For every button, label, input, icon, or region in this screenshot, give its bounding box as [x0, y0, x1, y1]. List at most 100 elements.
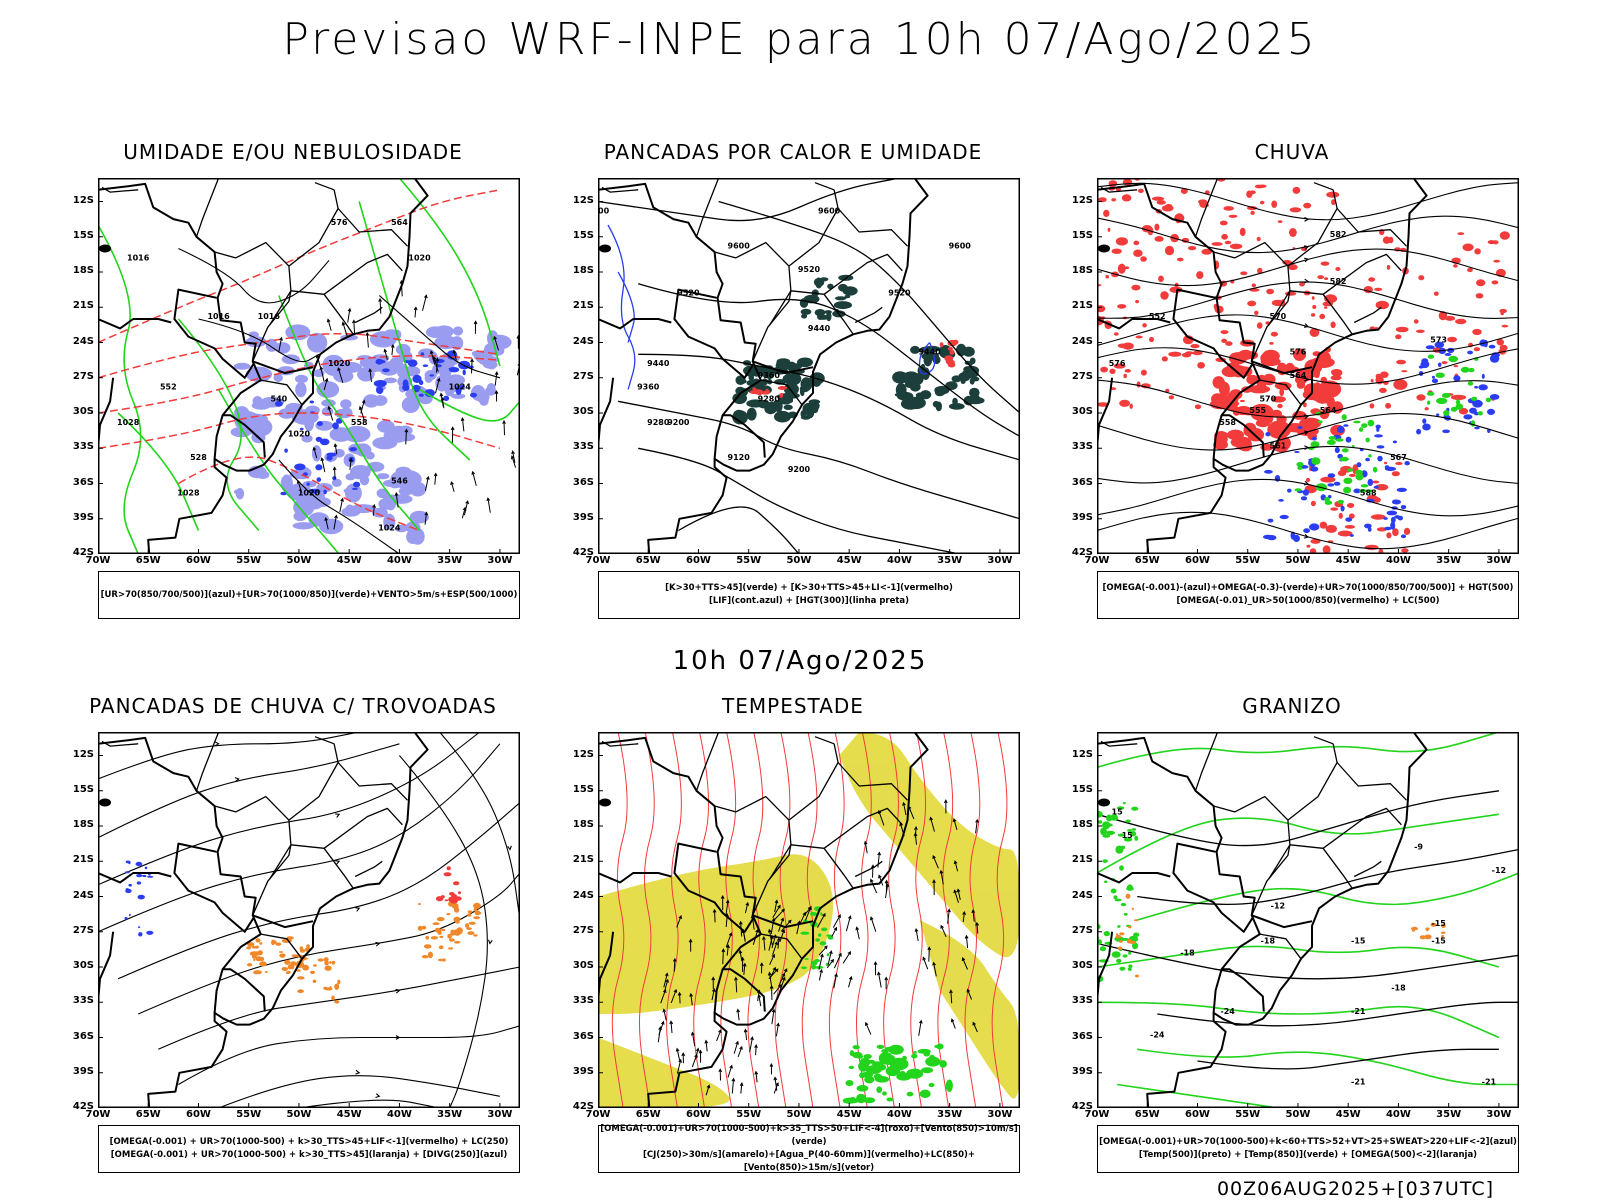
wind-vector [833, 972, 838, 989]
wind-vector [712, 908, 717, 923]
contour-line [98, 332, 501, 379]
wind-vector [736, 1008, 740, 1021]
wind-vector [278, 336, 283, 352]
lat-tick-label: 30S [572, 406, 594, 417]
border-line [713, 969, 724, 1013]
wind-vector [326, 318, 332, 331]
wind-vector [772, 904, 781, 919]
lat-tick-label: 42S [572, 547, 594, 558]
wind-vector [494, 371, 499, 386]
lon-tick-label: 30W [987, 1109, 1013, 1120]
lat-tick-label: 39S [72, 511, 94, 523]
streamline-arrow [355, 1069, 361, 1075]
wind-vector [767, 971, 773, 987]
contour-label: 1016 [207, 312, 230, 321]
wind-vector [721, 948, 726, 965]
wind-vector [725, 899, 730, 916]
border-line [1251, 914, 1313, 929]
contour-line [178, 248, 330, 304]
wind-vector [848, 975, 853, 988]
wind-vector [950, 1018, 956, 1029]
border-line [213, 969, 224, 1013]
contour-label: 9520 [677, 289, 700, 298]
lon-tick-label: 50W [286, 1109, 312, 1120]
border-line [314, 182, 335, 191]
lon-tick-label: 30W [987, 555, 1013, 566]
wind-vector [975, 818, 979, 834]
streamline [98, 732, 481, 886]
panel-pancadas-calor: PANCADAS POR CALOR E UMIDADE 9600 9600 9600… [556, 140, 1030, 620]
legend-line: [UR>70(850/700/500)](azul)+[UR>70(1000/8… [100, 589, 518, 600]
coastline [1146, 178, 1428, 554]
border-line [1336, 208, 1407, 247]
wind-vector [759, 962, 764, 974]
contour-line [666, 732, 682, 1108]
wind-vector [842, 951, 852, 964]
humidity-blue-core [275, 400, 361, 496]
legend-line: [OMEGA(-0.001)+UR>70(1000-500)+k<60+TTS>… [1099, 1137, 1517, 1147]
contour-line [98, 355, 500, 414]
border-line [98, 872, 172, 884]
contour-label: 576 [1290, 347, 1307, 356]
lat-tick-label: 21S [1071, 854, 1093, 866]
lat-tick-label: 30S [1071, 960, 1093, 971]
thickness-red-dashed [98, 189, 501, 532]
forecast-time-label: 10h 07/Ago/2025 [672, 646, 928, 676]
lat-tick-label: 36S [72, 1030, 94, 1042]
wind-vector [771, 1008, 776, 1025]
wind-vector [360, 399, 366, 414]
hgt300-black [598, 178, 1020, 554]
wind-vector [429, 350, 436, 365]
wind-vector [669, 1020, 674, 1034]
wind-vector [799, 911, 806, 925]
lon-tick-label: 60W [1184, 555, 1210, 566]
contour-label: 9360 [758, 371, 781, 380]
contour-line [598, 178, 900, 222]
wind-vector [962, 910, 966, 923]
main-title: Previsao WRF-INPE para 10h 07/Ago/2025 [282, 14, 1318, 65]
border-line [1313, 736, 1334, 745]
contour-line [1097, 813, 1500, 874]
wind-vector [744, 901, 750, 914]
streamline-arrow [1304, 216, 1310, 222]
contour-label: 555 [1249, 406, 1266, 415]
map-frame [98, 732, 520, 1108]
streamline [98, 732, 360, 780]
map-canvas: 15 -18 -15 -12 -9 -15 -18 -21 -24 -21 -18 -12 -21 -24… [1097, 732, 1519, 1108]
wind-vector [365, 331, 370, 348]
border-line [854, 860, 883, 878]
wind-vector [727, 1064, 733, 1078]
streamline [1097, 379, 1519, 418]
contour-label: 9280 [647, 418, 670, 427]
streamline-arrow [375, 1093, 381, 1099]
border-line [260, 379, 303, 406]
panel-trovoadas: PANCADAS DE CHUVA C/ TROVOADAS 12S 15S 18S 2… [56, 694, 530, 1178]
lon-tick-label: 55W [236, 1109, 262, 1120]
lon-tick-label: 45W [1335, 555, 1361, 566]
contour-label: -15 [1431, 937, 1446, 946]
wind-vector [932, 879, 936, 896]
wind-vector [432, 355, 439, 372]
contour-line [937, 732, 954, 1108]
streamline-arrow [487, 939, 493, 945]
lon-tick-label: 40W [886, 555, 912, 566]
wind-vector [463, 500, 469, 516]
contour-label: 9440 [918, 347, 941, 356]
contour-label: 9600 [949, 242, 972, 251]
omega-green [1294, 411, 1378, 505]
wind-vector [332, 466, 337, 479]
wind-vector [358, 405, 365, 421]
contour-labels: 1016 1016 1016 1020 1020 1020 1024 1024 1028 1028… [117, 218, 471, 533]
lat-tick-label: 36S [572, 476, 594, 488]
wind-vector [341, 321, 348, 337]
wind-vector [461, 506, 467, 519]
wind-vector [460, 417, 465, 432]
coastline [647, 732, 929, 1108]
lake-titicaca [1098, 244, 1111, 253]
contour-line [98, 412, 501, 450]
panel-umidade: UMIDADE E/OU NEBULOSIDADE 1016 1016 1016 102… [56, 140, 530, 620]
wind-vector [738, 949, 743, 962]
heat-humidity-green [892, 343, 985, 412]
wind-vector [726, 944, 730, 956]
